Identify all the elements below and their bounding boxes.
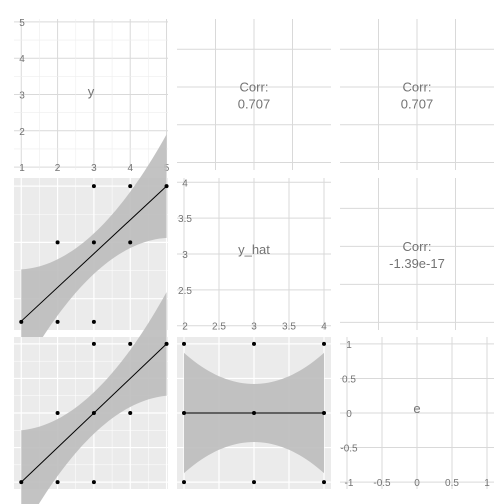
data-point	[19, 319, 24, 324]
data-point	[128, 184, 133, 189]
data-point	[322, 480, 326, 485]
fit-line	[20, 185, 167, 322]
correlation-value: -1.39e-17	[389, 256, 445, 271]
tick-label: 3	[91, 163, 97, 174]
tick-label: 1	[346, 340, 352, 351]
tick-label: -0.5	[373, 478, 391, 489]
tick-label: 4	[19, 54, 25, 65]
tick-label: 0	[346, 409, 352, 420]
data-point	[55, 319, 60, 324]
diagonal-label-e: e	[413, 401, 420, 416]
correlation-value: 0.707	[401, 97, 434, 112]
data-point	[91, 319, 96, 324]
data-point	[252, 341, 256, 346]
tick-label: -0.5	[340, 444, 358, 455]
data-point	[128, 240, 133, 245]
tick-label: 2.5	[178, 286, 192, 297]
data-point	[55, 480, 60, 485]
diagonal-label-y: y	[88, 84, 95, 99]
data-point	[91, 184, 96, 189]
tick-label: 5	[19, 18, 25, 29]
diagonal-label-y-hat: y_hat	[238, 242, 270, 257]
tick-label: 2	[182, 322, 188, 333]
correlation-label: Corr:	[240, 80, 269, 95]
data-point	[19, 480, 24, 485]
tick-label: 3.5	[282, 322, 296, 333]
correlation-value: 0.707	[238, 97, 271, 112]
correlation-label: Corr:	[403, 239, 432, 254]
data-point	[91, 411, 96, 415]
tick-label: 4	[182, 178, 188, 189]
tick-label: 0.5	[445, 478, 459, 489]
data-point	[164, 341, 169, 346]
tick-label: 3	[19, 91, 25, 102]
data-point	[91, 240, 96, 245]
data-point	[322, 411, 326, 415]
data-point	[55, 240, 60, 245]
data-point	[322, 341, 326, 346]
tick-label: 0	[414, 478, 420, 489]
tick-label: 2.5	[212, 322, 226, 333]
tick-label: 3.5	[178, 214, 192, 225]
confidence-band	[21, 292, 167, 504]
data-point	[91, 341, 96, 346]
data-point	[182, 411, 186, 415]
tick-label: 3	[251, 322, 257, 333]
tick-label: 5	[164, 163, 170, 174]
tick-label: 1	[484, 478, 490, 489]
tick-label: 0.5	[342, 374, 356, 385]
data-point	[182, 480, 186, 485]
data-point	[252, 411, 256, 415]
tick-label: 4	[321, 322, 327, 333]
tick-label: 2	[55, 163, 61, 174]
data-point	[91, 480, 96, 485]
data-point	[128, 341, 133, 346]
data-point	[164, 184, 169, 189]
data-point	[128, 411, 133, 415]
data-point	[182, 341, 186, 346]
data-point	[55, 411, 60, 415]
tick-label: 4	[127, 163, 133, 174]
tick-label: 3	[182, 250, 188, 261]
data-point	[252, 480, 256, 485]
tick-label: -1	[345, 478, 354, 489]
tick-label: 1	[19, 163, 25, 174]
correlation-label: Corr:	[403, 80, 432, 95]
tick-label: 2	[19, 127, 25, 138]
